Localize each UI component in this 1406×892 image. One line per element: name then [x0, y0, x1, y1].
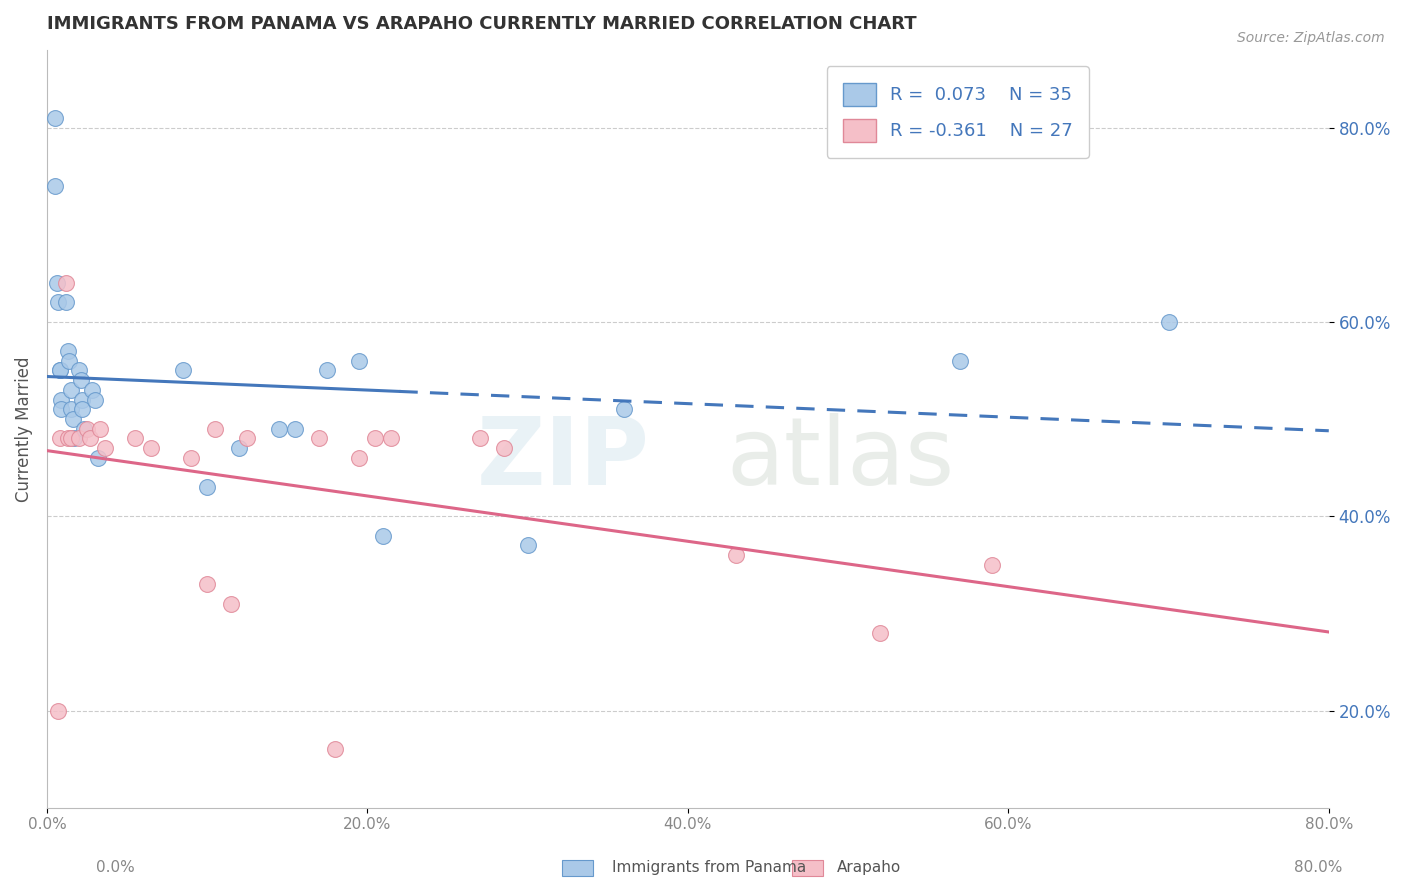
Point [228, 441, 250, 455]
Point [468, 432, 491, 446]
Point [323, 742, 346, 756]
Point [724, 548, 747, 562]
Point [73, 422, 96, 436]
Point [373, 528, 395, 542]
Text: atlas: atlas [727, 413, 955, 505]
Point [44, 111, 66, 125]
Point [62, 412, 84, 426]
Point [59, 402, 82, 417]
Text: 80.0%: 80.0% [1295, 860, 1343, 874]
Point [69, 373, 91, 387]
Point [380, 432, 402, 446]
Point [981, 558, 1004, 572]
Point [56, 432, 79, 446]
Point [46, 295, 69, 310]
Point [55, 276, 77, 290]
Point [84, 392, 107, 407]
Point [349, 450, 371, 465]
Point [492, 441, 515, 455]
Point [48, 363, 70, 377]
Point [613, 402, 636, 417]
Point [59, 383, 82, 397]
Point [59, 432, 82, 446]
Point [204, 422, 226, 436]
Legend: R =  0.073    N = 35, R = -0.361    N = 27: R = 0.073 N = 35, R = -0.361 N = 27 [827, 66, 1090, 158]
Point [180, 450, 202, 465]
Point [949, 353, 972, 368]
Point [56, 344, 79, 359]
Point [70, 392, 93, 407]
Point [269, 422, 291, 436]
Point [45, 276, 67, 290]
Text: Immigrants from Panama: Immigrants from Panama [612, 860, 806, 874]
Point [76, 422, 98, 436]
Point [139, 441, 162, 455]
Point [195, 480, 218, 494]
Text: ZIP: ZIP [477, 413, 650, 505]
Point [51, 402, 73, 417]
Point [48, 363, 70, 377]
Y-axis label: Currently Married: Currently Married [15, 356, 32, 501]
Point [316, 363, 339, 377]
Point [236, 432, 259, 446]
Point [67, 432, 90, 446]
Point [364, 432, 387, 446]
Point [93, 441, 115, 455]
Point [79, 432, 101, 446]
Point [195, 577, 218, 591]
Point [51, 392, 73, 407]
Point [869, 625, 891, 640]
Point [284, 422, 307, 436]
Point [516, 538, 538, 552]
Point [63, 432, 86, 446]
Point [219, 597, 242, 611]
Point [48, 432, 70, 446]
Point [124, 432, 146, 446]
Point [87, 450, 110, 465]
Text: Arapaho: Arapaho [837, 860, 901, 874]
Point [308, 432, 330, 446]
Point [55, 295, 77, 310]
Point [58, 353, 80, 368]
Text: 0.0%: 0.0% [96, 860, 135, 874]
Point [70, 402, 93, 417]
Text: Source: ZipAtlas.com: Source: ZipAtlas.com [1237, 31, 1385, 45]
Point [44, 178, 66, 193]
Point [80, 383, 103, 397]
Point [67, 363, 90, 377]
Point [349, 353, 371, 368]
Point [1157, 315, 1180, 329]
Point [89, 422, 111, 436]
Text: IMMIGRANTS FROM PANAMA VS ARAPAHO CURRENTLY MARRIED CORRELATION CHART: IMMIGRANTS FROM PANAMA VS ARAPAHO CURREN… [46, 15, 917, 33]
Point [172, 363, 194, 377]
Point [46, 704, 69, 718]
